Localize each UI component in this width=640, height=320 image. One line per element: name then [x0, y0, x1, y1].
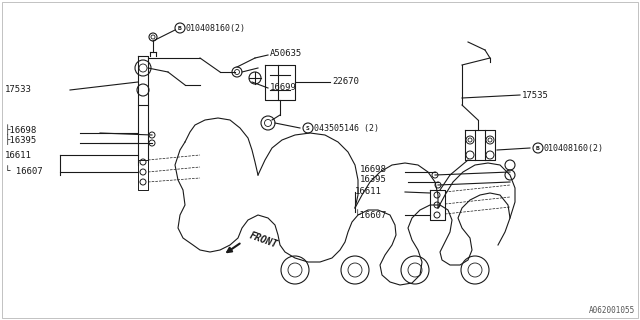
- Text: └16607: └16607: [355, 211, 387, 220]
- Text: ├16698: ├16698: [5, 125, 37, 135]
- Text: S: S: [306, 125, 310, 131]
- Text: 17533: 17533: [5, 85, 32, 94]
- Text: A50635: A50635: [270, 49, 302, 58]
- Text: 16611: 16611: [355, 188, 382, 196]
- Text: 010408160(2): 010408160(2): [186, 23, 246, 33]
- Text: B: B: [536, 146, 540, 150]
- Text: 17535: 17535: [522, 91, 549, 100]
- Text: 16699: 16699: [270, 84, 297, 92]
- Text: A062001055: A062001055: [589, 306, 635, 315]
- Text: 010408160(2): 010408160(2): [544, 143, 604, 153]
- Text: B: B: [178, 26, 182, 30]
- Text: 22670: 22670: [332, 77, 359, 86]
- Text: 16611: 16611: [5, 150, 32, 159]
- Text: 16698: 16698: [360, 165, 387, 174]
- Text: 043505146 (2): 043505146 (2): [314, 124, 379, 132]
- Text: FRONT: FRONT: [248, 230, 279, 250]
- Text: 16395: 16395: [360, 175, 387, 185]
- Text: └ 16607: └ 16607: [5, 167, 43, 177]
- Text: ├16395: ├16395: [5, 135, 37, 145]
